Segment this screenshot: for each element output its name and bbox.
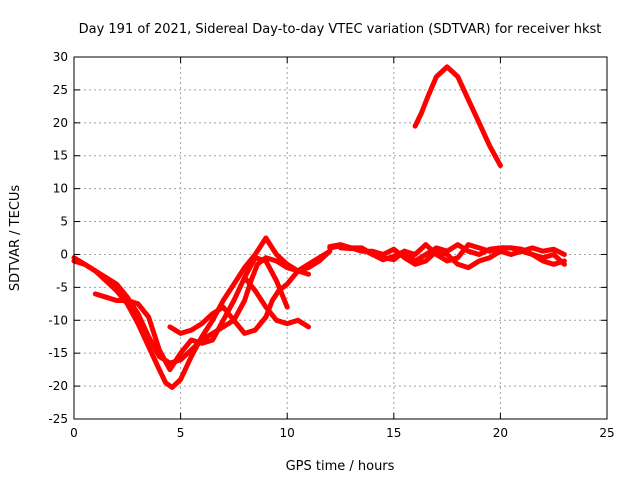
series-group [71, 64, 567, 390]
x-tick-label: 25 [599, 426, 614, 440]
series-line-track-3 [92, 255, 290, 373]
grid [74, 57, 607, 419]
chart-title: Day 191 of 2021, Sidereal Day-to-day VTE… [79, 22, 602, 37]
series-line-track-4 [167, 248, 333, 336]
y-tick-label: -10 [48, 313, 68, 327]
series-line-track-5 [242, 275, 311, 330]
x-tick-label: 10 [280, 426, 295, 440]
x-tick-label: 20 [493, 426, 508, 440]
series-line-track-9 [412, 64, 503, 169]
y-tick-label: 30 [53, 50, 68, 64]
plot-border [73, 56, 608, 420]
x-tick-label: 5 [177, 426, 185, 440]
y-tick-label: 15 [53, 149, 68, 163]
x-axis-label: GPS time / hours [286, 459, 395, 474]
y-tick-label: 25 [53, 83, 68, 97]
series-line-track-8 [338, 242, 567, 264]
y-axis-label: SDTVAR / TECUs [8, 185, 23, 292]
y-tick-label: 20 [53, 116, 68, 130]
y-tick-label: -25 [48, 412, 68, 426]
y-tick-label: 5 [60, 215, 68, 229]
x-tick-label: 15 [386, 426, 401, 440]
x-tick-label: 0 [70, 426, 78, 440]
y-tick-label: 10 [53, 182, 68, 196]
y-tick-label: -20 [48, 379, 68, 393]
y-tick-label: -5 [56, 280, 68, 294]
ticks: 0 5 10 15 20 25 -25 -20 -15 -10 -5 0 5 10 15 20 25 30 [48, 50, 614, 440]
series-line-track-2 [71, 248, 333, 366]
y-tick-label: 0 [60, 247, 68, 261]
y-tick-label: -15 [48, 346, 68, 360]
